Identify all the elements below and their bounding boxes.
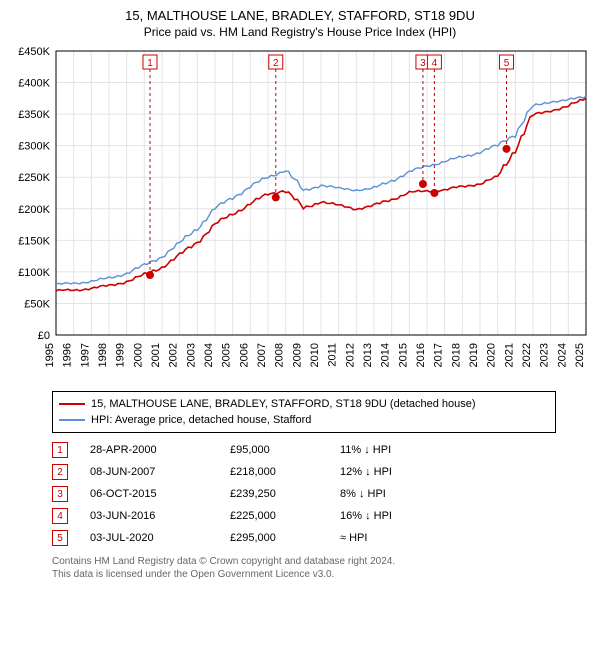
svg-text:2: 2 bbox=[273, 58, 279, 69]
svg-text:1998: 1998 bbox=[97, 343, 109, 367]
svg-text:2001: 2001 bbox=[150, 343, 162, 367]
svg-text:£100K: £100K bbox=[18, 267, 50, 279]
marker-dot-2 bbox=[272, 193, 280, 201]
transaction-date: 28-APR-2000 bbox=[90, 444, 230, 456]
svg-text:1996: 1996 bbox=[62, 343, 74, 367]
svg-text:2003: 2003 bbox=[185, 343, 197, 367]
svg-text:1997: 1997 bbox=[79, 343, 91, 367]
svg-text:£350K: £350K bbox=[18, 109, 50, 121]
legend-swatch bbox=[59, 403, 85, 405]
marker-dot-1 bbox=[146, 271, 154, 279]
transaction-marker: 2 bbox=[52, 464, 68, 480]
transaction-price: £95,000 bbox=[230, 444, 340, 456]
svg-text:2022: 2022 bbox=[521, 343, 533, 367]
svg-text:2000: 2000 bbox=[132, 343, 144, 367]
legend-label: 15, MALTHOUSE LANE, BRADLEY, STAFFORD, S… bbox=[91, 398, 476, 410]
svg-text:2007: 2007 bbox=[256, 343, 268, 367]
svg-text:2006: 2006 bbox=[238, 343, 250, 367]
transaction-marker: 4 bbox=[52, 508, 68, 524]
svg-text:2024: 2024 bbox=[556, 343, 568, 367]
svg-text:5: 5 bbox=[504, 58, 510, 69]
svg-text:2021: 2021 bbox=[503, 343, 515, 367]
svg-text:4: 4 bbox=[432, 58, 438, 69]
svg-text:2016: 2016 bbox=[415, 343, 427, 367]
transaction-row: 3 06-OCT-2015£239,2508% ↓ HPI bbox=[52, 483, 590, 505]
svg-text:1999: 1999 bbox=[115, 343, 127, 367]
svg-text:2010: 2010 bbox=[309, 343, 321, 367]
transaction-delta: 8% ↓ HPI bbox=[340, 488, 460, 500]
svg-text:3: 3 bbox=[420, 58, 426, 69]
footer-line-2: This data is licensed under the Open Gov… bbox=[52, 568, 590, 581]
svg-text:2005: 2005 bbox=[221, 343, 233, 367]
transaction-price: £295,000 bbox=[230, 532, 340, 544]
svg-text:2019: 2019 bbox=[468, 343, 480, 367]
marker-dot-3 bbox=[419, 180, 427, 188]
svg-text:£250K: £250K bbox=[18, 172, 50, 184]
transaction-date: 03-JUL-2020 bbox=[90, 532, 230, 544]
transaction-marker: 5 bbox=[52, 530, 68, 546]
svg-text:2017: 2017 bbox=[433, 343, 445, 367]
transaction-row: 2 08-JUN-2007£218,00012% ↓ HPI bbox=[52, 461, 590, 483]
transaction-row: 4 03-JUN-2016£225,00016% ↓ HPI bbox=[52, 505, 590, 527]
transaction-price: £239,250 bbox=[230, 488, 340, 500]
legend-swatch bbox=[59, 419, 85, 421]
marker-dot-5 bbox=[503, 145, 511, 153]
svg-text:2002: 2002 bbox=[168, 343, 180, 367]
legend-item: 15, MALTHOUSE LANE, BRADLEY, STAFFORD, S… bbox=[59, 396, 549, 412]
transaction-row: 5 03-JUL-2020£295,000≈ HPI bbox=[52, 527, 590, 549]
svg-text:2004: 2004 bbox=[203, 343, 215, 367]
svg-text:£450K: £450K bbox=[18, 46, 50, 58]
transaction-delta: 12% ↓ HPI bbox=[340, 466, 460, 478]
svg-text:2015: 2015 bbox=[397, 343, 409, 367]
transaction-marker: 1 bbox=[52, 442, 68, 458]
svg-text:2009: 2009 bbox=[291, 343, 303, 367]
transaction-price: £225,000 bbox=[230, 510, 340, 522]
transaction-row: 1 28-APR-2000£95,00011% ↓ HPI bbox=[52, 439, 590, 461]
chart-container: 15, MALTHOUSE LANE, BRADLEY, STAFFORD, S… bbox=[0, 0, 600, 589]
svg-text:1995: 1995 bbox=[44, 343, 56, 367]
svg-text:2011: 2011 bbox=[327, 343, 339, 367]
footer-attribution: Contains HM Land Registry data © Crown c… bbox=[52, 555, 590, 581]
chart-title: 15, MALTHOUSE LANE, BRADLEY, STAFFORD, S… bbox=[10, 8, 590, 23]
legend: 15, MALTHOUSE LANE, BRADLEY, STAFFORD, S… bbox=[52, 391, 556, 433]
transaction-delta: ≈ HPI bbox=[340, 532, 460, 544]
svg-text:2025: 2025 bbox=[574, 343, 586, 367]
svg-text:£300K: £300K bbox=[18, 141, 50, 153]
svg-text:1: 1 bbox=[147, 58, 153, 69]
transaction-date: 03-JUN-2016 bbox=[90, 510, 230, 522]
transaction-date: 06-OCT-2015 bbox=[90, 488, 230, 500]
svg-text:2014: 2014 bbox=[380, 343, 392, 367]
svg-text:£50K: £50K bbox=[24, 298, 50, 310]
svg-text:£0: £0 bbox=[38, 330, 50, 342]
svg-text:2018: 2018 bbox=[450, 343, 462, 367]
transaction-date: 08-JUN-2007 bbox=[90, 466, 230, 478]
svg-text:2012: 2012 bbox=[344, 343, 356, 367]
transaction-delta: 16% ↓ HPI bbox=[340, 510, 460, 522]
svg-text:2023: 2023 bbox=[539, 343, 551, 367]
svg-text:2008: 2008 bbox=[274, 343, 286, 367]
legend-label: HPI: Average price, detached house, Staf… bbox=[91, 414, 311, 426]
legend-item: HPI: Average price, detached house, Staf… bbox=[59, 412, 549, 428]
transaction-delta: 11% ↓ HPI bbox=[340, 444, 460, 456]
chart-subtitle: Price paid vs. HM Land Registry's House … bbox=[10, 25, 590, 39]
svg-text:2020: 2020 bbox=[486, 343, 498, 367]
svg-text:£200K: £200K bbox=[18, 204, 50, 216]
svg-text:2013: 2013 bbox=[362, 343, 374, 367]
transaction-price: £218,000 bbox=[230, 466, 340, 478]
transaction-marker: 3 bbox=[52, 486, 68, 502]
footer-line-1: Contains HM Land Registry data © Crown c… bbox=[52, 555, 590, 568]
svg-text:£150K: £150K bbox=[18, 235, 50, 247]
svg-text:£400K: £400K bbox=[18, 78, 50, 90]
chart-plot: £0 £50K £100K £150K £200K £250K £300K £350K £400… bbox=[10, 45, 590, 385]
transactions-table: 1 28-APR-2000£95,00011% ↓ HPI 2 08-JUN-2007… bbox=[52, 439, 590, 549]
marker-dot-4 bbox=[430, 189, 438, 197]
